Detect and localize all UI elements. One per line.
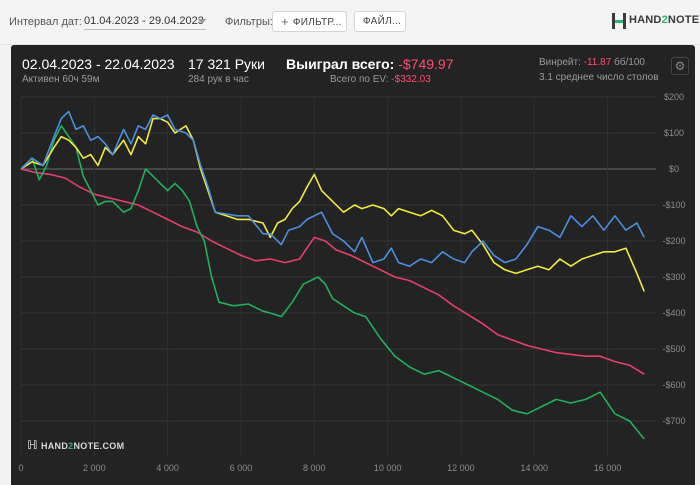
period-text: 02.04.2023 - 22.04.2023 (22, 56, 175, 72)
hand2note-logo-icon (612, 13, 626, 29)
y-tick-label: -$600 (662, 380, 685, 390)
active-time: Активен 60ч 59м (22, 74, 100, 85)
total-won: Выиграл всего: -$749.97 (286, 56, 454, 72)
x-tick-label: 14 000 (520, 463, 548, 473)
chevron-down-icon (198, 19, 206, 24)
winrate-unit: бб/100 (614, 57, 645, 68)
ev-label: Всего по EV: (330, 74, 389, 85)
winrate-label: Винрейт: (539, 57, 581, 68)
y-tick-label: $200 (664, 92, 684, 102)
x-tick-label: 8 000 (303, 463, 326, 473)
plus-icon: + (281, 14, 289, 29)
ev-total: Всего по EV: -$332.03 (330, 74, 431, 85)
watermark-icon: ℍ (27, 438, 38, 452)
file-button[interactable]: ФАЙЛ... (354, 11, 406, 32)
chart-grid (20, 96, 656, 457)
winnings-chart: $200 $100 $0 -$100 -$200 -$300 -$400 -$500 -$600… (18, 92, 685, 473)
watermark-logo: ℍ HAND2NOTE.COM (27, 438, 125, 452)
x-tick-label: 12 000 (447, 463, 475, 473)
file-button-label: ФАЙЛ... (363, 16, 402, 27)
blue-series-line (20, 110, 645, 267)
x-tick-label: 6 000 (230, 463, 253, 473)
y-tick-label: $0 (669, 164, 679, 174)
x-tick-label: 2 000 (83, 463, 106, 473)
filter-button[interactable]: + ФИЛЬТР... (272, 11, 347, 32)
y-tick-label: -$300 (662, 272, 685, 282)
winrate-value: -11.87 (583, 57, 612, 68)
pink-series-line (20, 168, 645, 375)
y-axis-ticks: $200 $100 $0 -$100 -$200 -$300 -$400 -$500 -$600… (662, 92, 685, 426)
y-tick-label: $100 (664, 128, 684, 138)
x-tick-label: 16 000 (594, 463, 622, 473)
date-range-select[interactable]: 01.04.2023 - 29.04.2023 (84, 15, 206, 30)
chart-series (20, 110, 645, 440)
graph-panel: 02.04.2023 - 22.04.2023 Активен 60ч 59м … (11, 45, 695, 485)
x-axis-ticks: 0 2 000 4 000 6 000 8 000 10 000 12 000 14 000 1… (18, 463, 621, 473)
x-tick-label: 10 000 (374, 463, 402, 473)
date-range-value: 01.04.2023 - 29.04.2023 (84, 15, 204, 27)
gear-icon[interactable]: ⚙ (671, 57, 689, 75)
filter-button-label: ФИЛЬТР... (292, 17, 342, 28)
total-won-value: -$749.97 (398, 56, 454, 72)
ev-value: -$332.03 (391, 74, 431, 85)
filters-label: Фильтры: (225, 16, 273, 28)
total-won-label: Выиграл всего: (286, 56, 395, 72)
green-series-line (20, 125, 645, 440)
hands-per-hour: 284 рук в час (188, 74, 249, 85)
x-tick-label: 4 000 (156, 463, 179, 473)
avg-tables: 3.1 среднее число столов (539, 72, 659, 83)
toolbar: Интервал дат: 01.04.2023 - 29.04.2023 Фи… (0, 0, 700, 45)
y-tick-label: -$100 (662, 200, 685, 210)
date-range-label: Интервал дат: (9, 16, 82, 28)
winrate: Винрейт: -11.87 бб/100 (539, 57, 645, 68)
brand-logo: HAND2NOTE.COM (629, 14, 700, 26)
y-tick-label: -$400 (662, 308, 685, 318)
y-tick-label: -$200 (662, 236, 685, 246)
hands-count: 17 321 Руки (188, 56, 265, 72)
x-tick-label: 0 (18, 463, 23, 473)
y-tick-label: -$500 (662, 344, 685, 354)
y-tick-label: -$700 (662, 416, 685, 426)
